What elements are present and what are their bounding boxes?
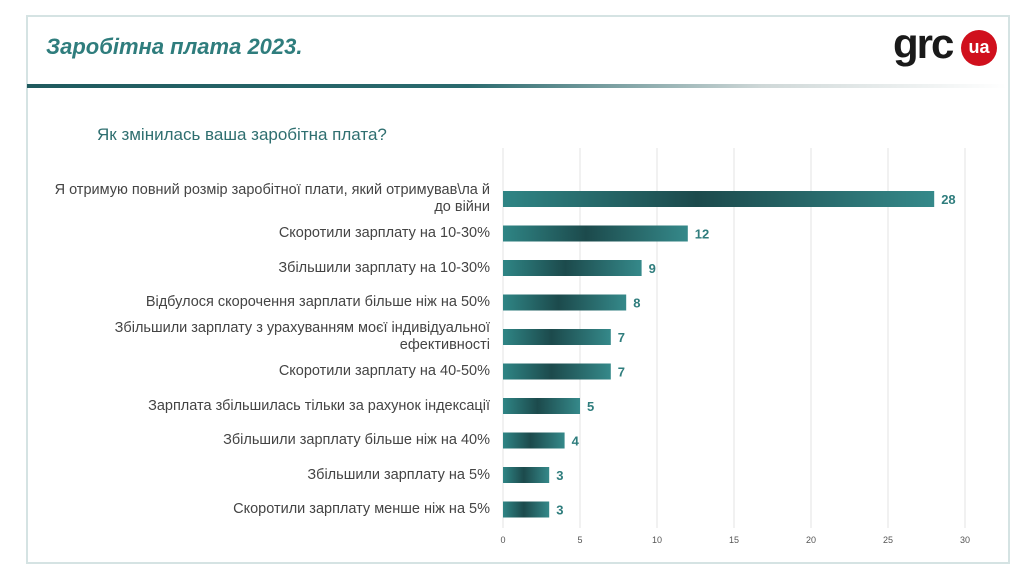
category-label: Скоротили зарплату на 40-50% (278, 363, 490, 379)
category-label: Збільшили зарплату на 10-30% (278, 259, 490, 276)
data-label: 7 (618, 330, 625, 345)
data-label: 3 (556, 468, 563, 483)
category-label: Відбулося скорочення зарплати більше ніж… (145, 294, 490, 310)
data-label: 4 (572, 434, 580, 449)
bar (503, 191, 935, 207)
slide-frame (26, 15, 1010, 564)
bar (503, 329, 611, 345)
data-label: 5 (587, 399, 594, 414)
logo-badge: ua (961, 30, 997, 66)
x-tick-label: 15 (729, 535, 739, 545)
bar (503, 432, 565, 449)
x-tick-label: 30 (960, 535, 970, 545)
data-label: 12 (695, 227, 709, 242)
header-divider (27, 84, 1007, 88)
x-tick-label: 10 (652, 535, 662, 545)
category-label: Скоротили зарплату на 10-30% (278, 225, 490, 241)
category-label: Збільшили зарплату більше ніж на 40% (223, 432, 490, 448)
category-label: Збільшили зарплату на 5% (307, 466, 490, 483)
bar (503, 294, 627, 311)
data-label: 8 (633, 296, 640, 311)
data-label: 7 (618, 365, 625, 380)
bar (503, 398, 580, 414)
bar (503, 501, 550, 518)
bar (503, 225, 688, 242)
data-label: 3 (556, 503, 563, 518)
data-label: 9 (649, 261, 656, 276)
category-label: Зарплата збільшилась тільки за рахунок і… (148, 397, 490, 414)
logo-text: grc (893, 20, 954, 67)
x-tick-label: 5 (577, 535, 582, 545)
x-tick-label: 20 (806, 535, 816, 545)
category-label: Збільшили зарплату з урахуванням моєї ін… (114, 320, 490, 353)
x-tick-label: 0 (500, 535, 505, 545)
bar (503, 363, 611, 380)
x-tick-label: 25 (883, 535, 893, 545)
data-label: 28 (941, 192, 955, 207)
category-label: Я отримую повний розмір заробітної плати… (54, 182, 490, 215)
chart-title: Як змінилась ваша заробітна плата? (97, 125, 387, 144)
bar (503, 260, 642, 276)
page-title: Заробітна плата 2023. (46, 34, 303, 59)
category-label: Скоротили зарплату менше ніж на 5% (233, 501, 490, 517)
bar (503, 467, 550, 483)
